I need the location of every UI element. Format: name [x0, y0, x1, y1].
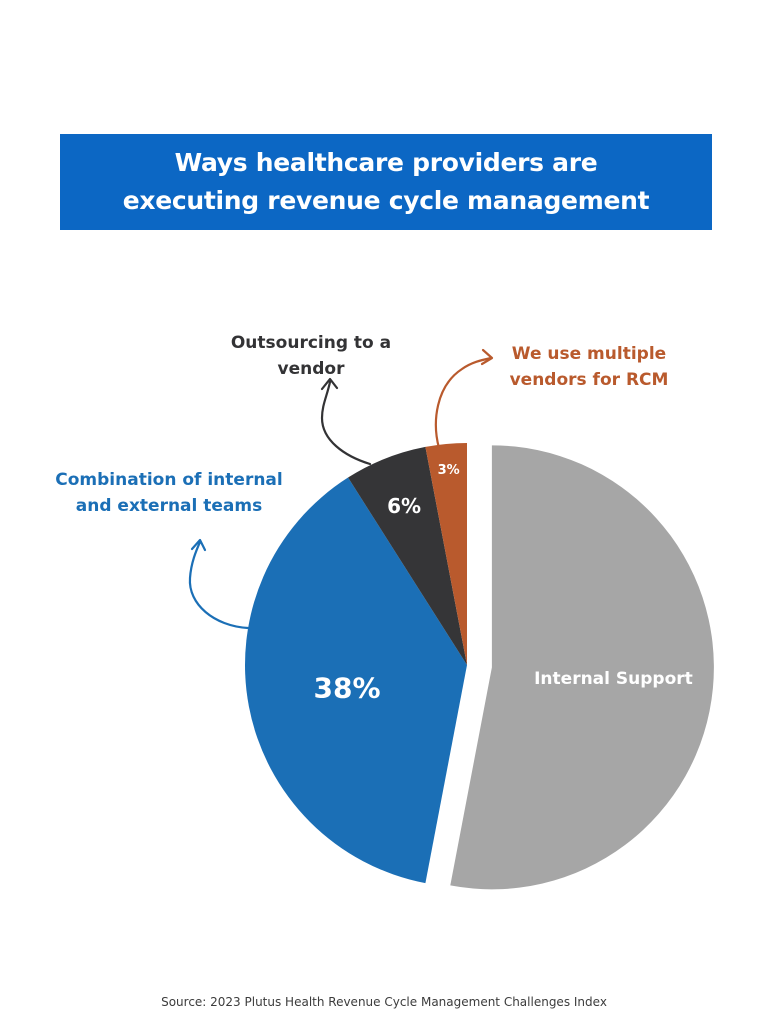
title-banner: Ways healthcare providers are executing … — [60, 134, 712, 230]
callout-multiple-vendors: We use multiple vendors for RCM — [509, 344, 669, 390]
arrow-outsourcing-head — [320, 377, 339, 391]
callout-combination: Combination of internal and external tea… — [55, 470, 283, 516]
slice-label-3: 3% — [438, 463, 460, 478]
arrow-combination-head — [190, 538, 207, 552]
arrow-multiple — [434, 356, 493, 450]
callout-arrows — [188, 348, 494, 630]
pie-slice-0 — [450, 445, 714, 890]
pie-slices — [245, 443, 714, 890]
source-note: Source: 2023 Plutus Health Revenue Cycle… — [161, 995, 607, 1009]
slice-labels: Internal Support 38% 6% 3% — [314, 463, 693, 704]
arrow-multiple-head — [480, 348, 494, 366]
chart-title: Ways healthcare providers are executing … — [122, 148, 650, 215]
pie-slice-1 — [245, 477, 467, 884]
slice-label-1: 38% — [314, 671, 381, 704]
pie-slice-3 — [425, 443, 467, 665]
slice-label-2: 6% — [387, 494, 421, 518]
callout-outsourcing: Outsourcing to a vendor — [230, 333, 392, 379]
pie-slice-2 — [348, 446, 467, 665]
arrow-outsourcing — [320, 380, 372, 466]
arrow-combination — [188, 540, 250, 630]
slice-label-0: Internal Support — [534, 669, 693, 689]
